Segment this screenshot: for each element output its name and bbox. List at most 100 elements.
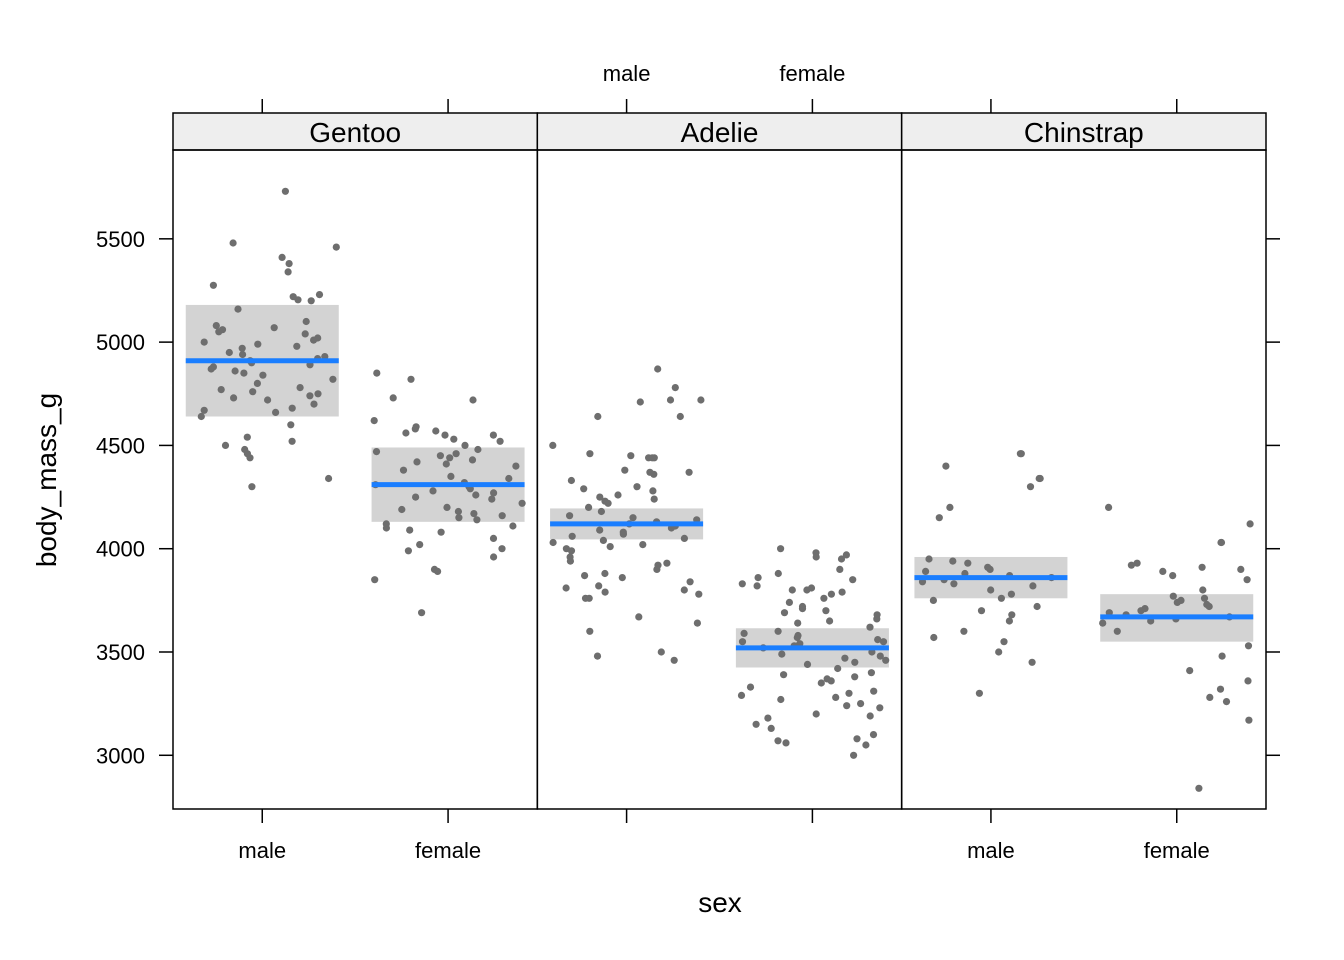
data-point — [567, 476, 576, 485]
data-point — [1217, 538, 1226, 547]
data-point — [239, 350, 247, 359]
data-point — [370, 417, 378, 425]
data-point — [207, 365, 215, 373]
data-point — [566, 512, 574, 520]
data-point — [288, 437, 296, 445]
data-point — [697, 396, 705, 404]
data-point — [834, 664, 842, 673]
y-axis-title: body_mass_g — [31, 393, 62, 567]
data-point — [238, 344, 246, 352]
data-point — [281, 187, 289, 195]
panel-strip-label: Chinstrap — [1024, 117, 1144, 148]
data-point — [774, 627, 782, 635]
data-point — [777, 695, 785, 704]
data-point — [200, 406, 208, 414]
y-tick-label: 5500 — [96, 227, 145, 252]
data-point — [288, 404, 296, 412]
data-point — [325, 474, 333, 483]
data-point — [695, 590, 703, 598]
data-point — [618, 574, 626, 582]
data-point — [879, 638, 888, 646]
data-point — [1127, 561, 1135, 569]
data-point — [836, 565, 844, 574]
data-point — [596, 526, 604, 534]
data-point — [229, 239, 237, 247]
data-point — [663, 559, 671, 567]
data-point — [621, 466, 629, 474]
data-point — [209, 281, 217, 289]
data-point — [586, 450, 594, 458]
data-point — [221, 441, 230, 449]
data-point — [412, 493, 420, 501]
data-point — [434, 567, 442, 576]
data-point — [296, 384, 304, 392]
chart-marks — [185, 187, 1254, 792]
data-point — [287, 421, 295, 429]
data-point — [841, 654, 849, 662]
data-point — [1026, 483, 1035, 491]
data-point — [1133, 559, 1141, 567]
data-point — [249, 388, 257, 396]
data-point — [798, 605, 807, 613]
data-point — [234, 305, 242, 313]
data-point — [398, 505, 406, 514]
data-point — [832, 693, 840, 702]
data-point — [601, 569, 609, 578]
data-point — [432, 427, 440, 435]
data-point — [285, 260, 293, 268]
data-point — [549, 441, 557, 449]
data-point — [812, 710, 820, 718]
data-point — [995, 648, 1003, 656]
data-point — [310, 400, 318, 408]
data-point — [1105, 503, 1113, 511]
y-tick-label: 4500 — [96, 433, 145, 458]
data-point — [670, 656, 678, 664]
data-point — [925, 555, 933, 563]
data-point — [650, 495, 658, 503]
data-point — [601, 588, 609, 596]
data-point — [382, 524, 390, 532]
x-tick-label: male — [967, 838, 1015, 863]
data-point — [399, 466, 408, 474]
data-point — [315, 291, 324, 299]
data-point — [842, 551, 851, 559]
data-point — [837, 555, 846, 563]
data-point — [429, 487, 437, 495]
data-point — [243, 433, 251, 441]
data-point — [942, 462, 950, 470]
data-point — [1245, 716, 1253, 724]
data-point — [774, 737, 782, 745]
data-point — [788, 586, 796, 594]
data-point — [505, 474, 513, 483]
data-point — [794, 619, 802, 627]
data-point — [270, 324, 278, 332]
x-tick-label: female — [1144, 838, 1210, 863]
data-point — [489, 534, 498, 543]
data-point — [594, 412, 602, 421]
data-point — [636, 398, 644, 406]
data-point — [1113, 627, 1121, 635]
data-point — [975, 689, 984, 697]
data-point — [780, 609, 789, 617]
data-point — [447, 472, 455, 480]
data-point — [764, 714, 772, 722]
x-tick-label: female — [415, 838, 481, 863]
panel-strip — [536, 112, 903, 151]
data-point — [595, 582, 603, 590]
data-point — [627, 452, 635, 460]
data-point — [1195, 784, 1203, 792]
data-point — [454, 507, 462, 516]
data-point — [310, 336, 318, 344]
data-point — [473, 516, 481, 524]
data-point — [1206, 693, 1214, 702]
data-point — [490, 553, 498, 561]
data-point — [997, 594, 1006, 602]
data-point — [803, 586, 811, 594]
data-point — [649, 487, 657, 495]
data-point — [1029, 582, 1037, 590]
data-point — [294, 296, 302, 304]
data-point — [1246, 520, 1254, 528]
data-point — [490, 489, 498, 497]
data-point — [293, 342, 301, 350]
x-axis-title: sex — [698, 887, 742, 918]
